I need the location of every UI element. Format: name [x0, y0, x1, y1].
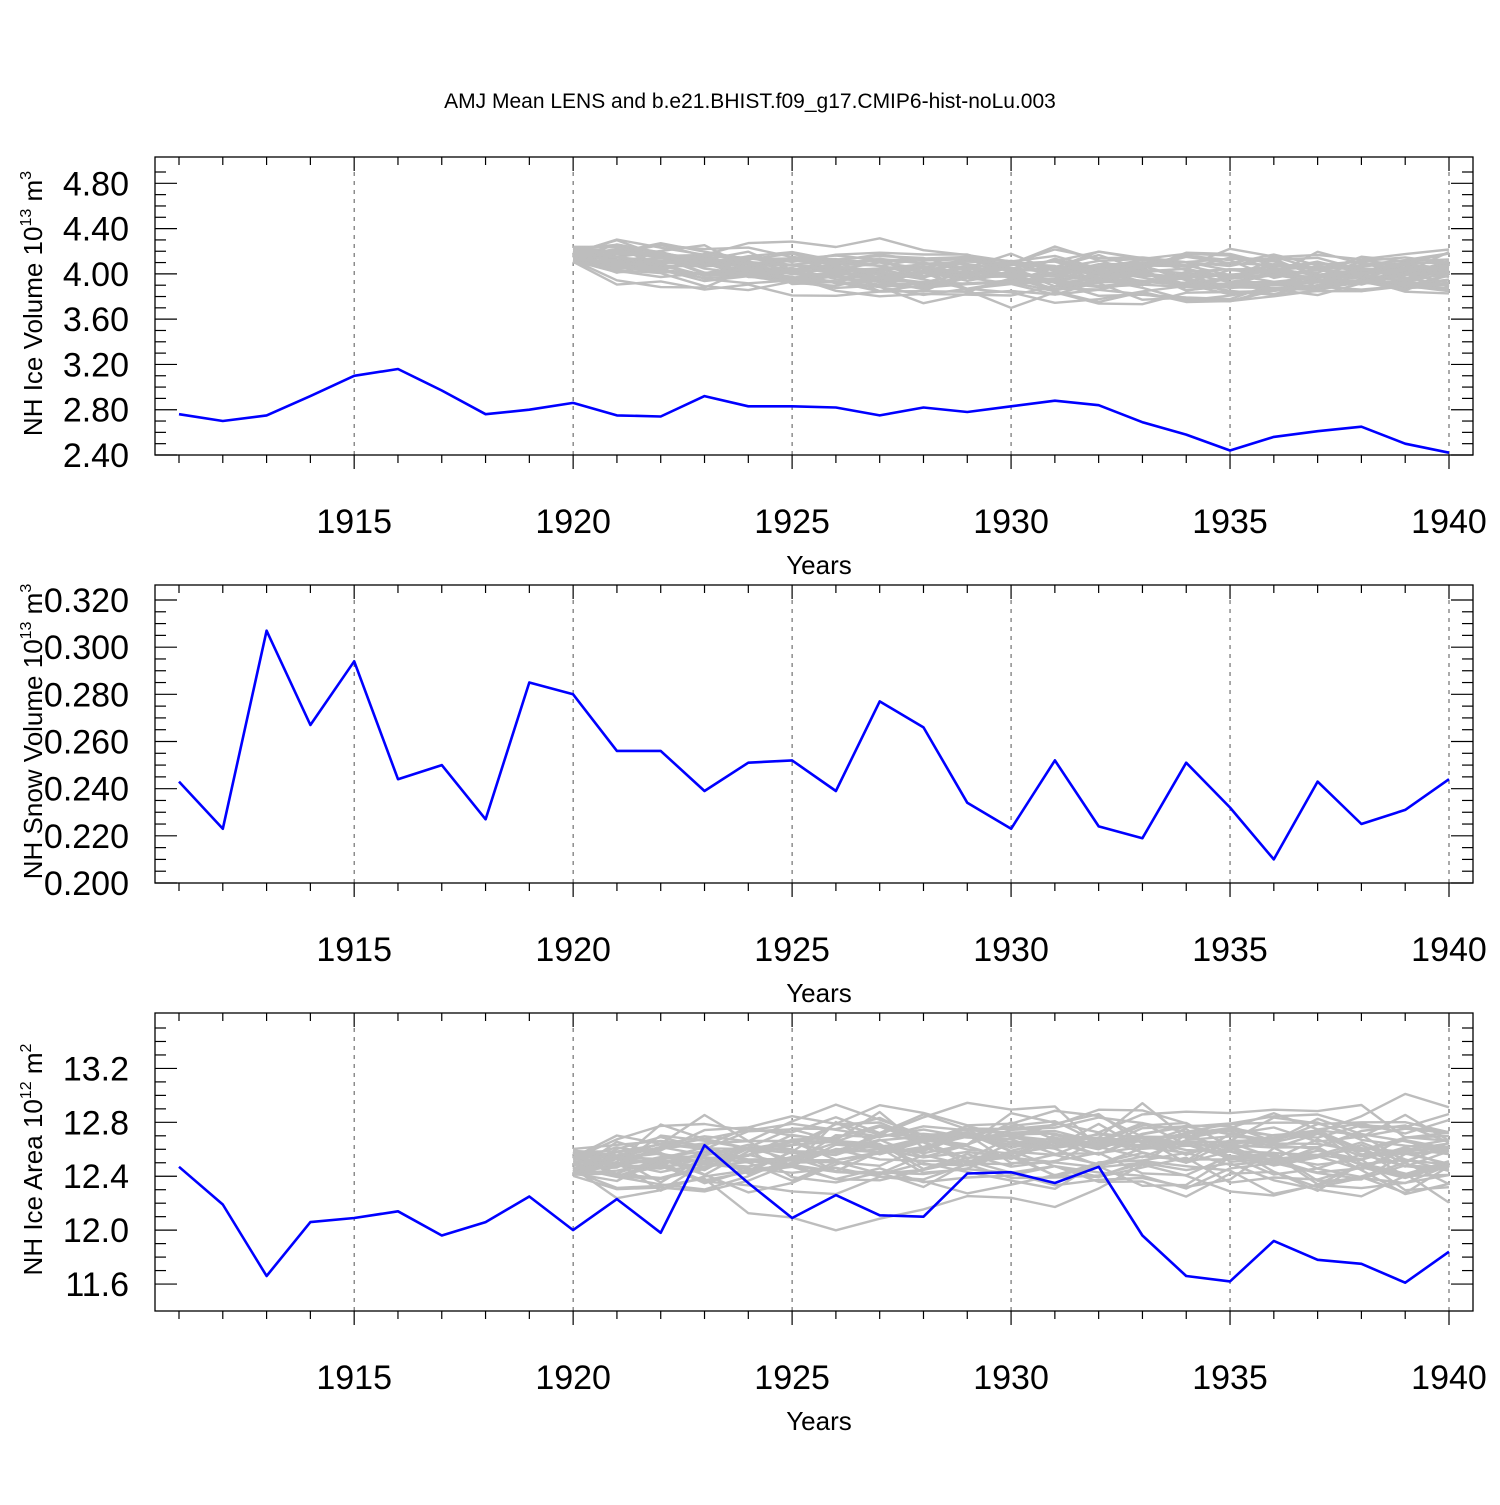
panel-2: 0.200 0.220 0.240 0.260 0.280 0.300 0.320 1915 1… [18, 582, 1487, 1008]
ensemble-series [572, 1092, 1450, 1232]
main-series-line [178, 1143, 1450, 1284]
ensemble-member-line [572, 1138, 1450, 1200]
x-axis-label: Years [786, 1406, 852, 1436]
ensemble-member-line [572, 259, 1450, 289]
plot-frame [154, 584, 1474, 884]
y-tick-label: 0.320 [44, 582, 129, 620]
panel-3: 11.6 12.0 12.4 12.8 13.2 1915 1920 1925 1930 1935… [18, 1012, 1487, 1436]
x-tick-label-1940: 1940 [1411, 1359, 1487, 1397]
y-tick-label: 4.80 [63, 165, 129, 203]
y-tick-label: 3.20 [63, 346, 129, 384]
x-tick-label-1925: 1925 [754, 931, 830, 969]
x-tick-label-1940: 1940 [1411, 931, 1487, 969]
y-tick-label: 12.4 [63, 1158, 129, 1196]
ensemble-member-line [572, 251, 1450, 280]
y-tick-label: 4.40 [63, 211, 129, 249]
plot-frame [154, 1012, 1474, 1312]
ensemble-member-line [572, 1119, 1450, 1163]
x-tick-label-1930: 1930 [973, 1359, 1049, 1397]
x-tick-label-1915: 1915 [316, 503, 392, 541]
y-tick-label: 3.60 [63, 301, 129, 339]
ensemble-member-line [572, 1111, 1450, 1173]
x-tick-label-1935: 1935 [1192, 503, 1268, 541]
y-tick-label: 0.300 [44, 629, 129, 667]
x-tick-label-1935: 1935 [1192, 931, 1268, 969]
plot-frame [154, 156, 1474, 456]
x-tick-label-1930: 1930 [973, 503, 1049, 541]
ensemble-member-line [573, 1117, 1450, 1177]
x-tick-label-1915: 1915 [316, 931, 392, 969]
main-series-line [178, 629, 1450, 861]
ensemble-member-line [573, 1132, 1450, 1167]
y-tick-label: 13.2 [63, 1050, 129, 1088]
ensemble-member-line [573, 252, 1450, 296]
ensemble-series [572, 237, 1450, 310]
y-axis-label: NH Snow Volume 1013 m3 [18, 584, 48, 880]
ensemble-member-line [572, 1113, 1450, 1178]
y-tick-label: 0.200 [44, 865, 129, 903]
main-series-line [178, 367, 1450, 454]
panel-1: 2.40 2.80 3.20 3.60 4.00 4.40 4.80 1915 1920 1925… [18, 156, 1487, 580]
y-axis-label: NH Ice Volume 1013 m3 [18, 171, 48, 436]
y-tick-label: 0.280 [44, 676, 129, 714]
chart-title: AMJ Mean LENS and b.e21.BHIST.f09_g17.CM… [444, 90, 1056, 113]
ensemble-member-line [572, 1124, 1450, 1190]
ensemble-member-line [572, 250, 1450, 303]
y-tick-label: 4.00 [63, 256, 129, 294]
ensemble-member-line [573, 250, 1450, 292]
ensemble-member-line [572, 1150, 1450, 1196]
x-axis-label: Years [786, 550, 852, 580]
y-tick-label: 0.260 [44, 724, 129, 762]
x-tick-label-1935: 1935 [1192, 1359, 1268, 1397]
x-tick-label-1940: 1940 [1411, 503, 1487, 541]
x-tick-label-1920: 1920 [535, 503, 611, 541]
ensemble-member-line [573, 1120, 1450, 1176]
y-tick-label: 0.240 [44, 771, 129, 809]
x-tick-label-1925: 1925 [754, 503, 830, 541]
y-tick-label: 0.220 [44, 818, 129, 856]
y-tick-label: 12.0 [63, 1212, 129, 1250]
ensemble-member-line [573, 1103, 1450, 1174]
y-tick-label: 2.40 [63, 437, 129, 475]
x-tick-label-1920: 1920 [535, 1359, 611, 1397]
y-tick-label: 2.80 [63, 392, 129, 430]
y-axis-label: NH Ice Area 1012 m2 [18, 1043, 48, 1275]
x-tick-label-1915: 1915 [316, 1359, 392, 1397]
y-tick-label: 12.8 [63, 1104, 129, 1142]
ensemble-member-line [572, 1116, 1450, 1194]
x-tick-label-1925: 1925 [754, 1359, 830, 1397]
x-tick-label-1930: 1930 [973, 931, 1049, 969]
x-axis-label: Years [786, 978, 852, 1008]
y-tick-label: 11.6 [65, 1266, 129, 1304]
x-tick-label-1920: 1920 [535, 931, 611, 969]
